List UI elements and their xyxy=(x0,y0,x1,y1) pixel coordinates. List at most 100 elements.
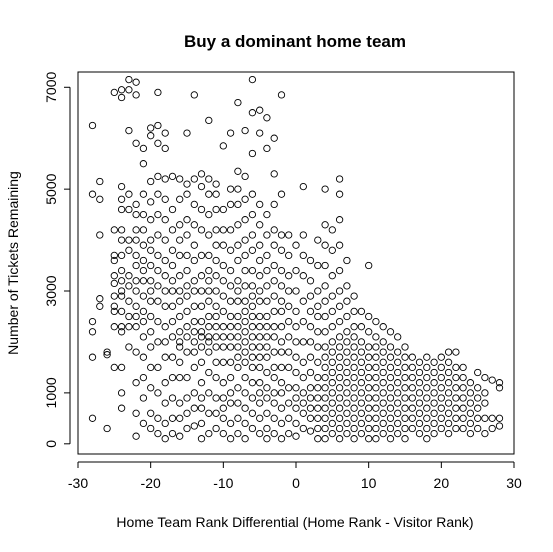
data-point xyxy=(219,358,227,366)
data-point xyxy=(132,139,140,147)
data-point xyxy=(321,297,329,305)
data-point xyxy=(277,323,286,331)
data-point xyxy=(328,307,336,316)
data-point xyxy=(335,302,344,310)
data-point xyxy=(212,287,220,295)
data-point xyxy=(357,323,366,331)
data-point xyxy=(219,241,227,249)
data-point xyxy=(117,226,126,234)
data-point xyxy=(401,353,409,361)
data-point xyxy=(459,373,467,382)
data-point xyxy=(139,317,148,326)
data-point xyxy=(256,429,264,438)
data-point xyxy=(110,292,118,300)
data-point xyxy=(197,394,206,402)
data-point xyxy=(103,351,111,359)
data-point xyxy=(386,424,395,433)
data-point xyxy=(154,363,162,372)
data-point xyxy=(234,277,242,285)
data-point xyxy=(408,414,416,422)
data-point xyxy=(88,190,97,198)
data-point xyxy=(154,172,162,181)
data-point xyxy=(205,429,213,438)
data-point xyxy=(314,302,322,310)
data-point xyxy=(154,338,162,346)
data-point xyxy=(190,389,198,397)
data-point xyxy=(183,129,191,137)
y-axis-label: Number of Tickets Remaining xyxy=(5,171,21,355)
data-point xyxy=(386,394,395,402)
data-point xyxy=(386,343,395,351)
data-point xyxy=(335,343,344,351)
data-point xyxy=(379,379,387,387)
data-point xyxy=(321,261,329,270)
data-point xyxy=(365,363,373,372)
data-point xyxy=(328,246,336,254)
data-point xyxy=(132,210,140,219)
data-point xyxy=(292,432,300,440)
data-point xyxy=(96,231,104,239)
data-point xyxy=(328,389,336,397)
data-point xyxy=(379,389,387,397)
data-point xyxy=(343,409,351,417)
data-point xyxy=(343,419,351,428)
data-point xyxy=(372,353,380,361)
data-point xyxy=(263,251,271,260)
data-point xyxy=(415,368,424,377)
data-point xyxy=(117,389,126,397)
data-point xyxy=(117,277,126,285)
data-point xyxy=(241,172,249,181)
data-point xyxy=(277,435,286,443)
data-point xyxy=(408,353,416,361)
data-point xyxy=(241,216,249,224)
data-point xyxy=(132,251,140,260)
data-point xyxy=(183,266,191,275)
data-point xyxy=(394,348,402,356)
data-point xyxy=(190,287,198,295)
data-point xyxy=(394,333,402,341)
data-point xyxy=(234,343,242,351)
data-point xyxy=(350,333,358,341)
data-point xyxy=(394,399,402,407)
data-point xyxy=(234,200,242,209)
data-point xyxy=(306,307,315,316)
data-point xyxy=(299,317,307,326)
data-point xyxy=(256,414,264,422)
data-point xyxy=(270,348,278,356)
data-point xyxy=(226,358,235,366)
data-point xyxy=(299,182,307,191)
data-point xyxy=(263,343,271,351)
data-point xyxy=(379,368,387,377)
data-point xyxy=(474,394,482,402)
data-point xyxy=(88,414,97,422)
data-point xyxy=(241,317,249,326)
data-point xyxy=(212,323,220,331)
data-point xyxy=(197,272,206,280)
data-point xyxy=(190,404,198,412)
data-point xyxy=(234,353,242,361)
data-point xyxy=(335,266,344,275)
data-point xyxy=(430,419,438,428)
data-point xyxy=(365,343,373,351)
data-point xyxy=(321,414,329,422)
data-point xyxy=(197,317,206,326)
data-point xyxy=(147,198,155,206)
data-point xyxy=(263,409,271,417)
data-point xyxy=(321,185,329,193)
data-point xyxy=(234,167,242,175)
data-point xyxy=(365,261,373,270)
data-point xyxy=(190,241,198,249)
data-point xyxy=(248,190,257,198)
data-point xyxy=(292,241,300,249)
data-point xyxy=(132,236,140,244)
data-point xyxy=(226,343,235,351)
data-point xyxy=(168,394,177,402)
data-point xyxy=(139,333,148,341)
x-axis-label: Home Team Rank Differential (Home Rank -… xyxy=(116,514,473,530)
data-point xyxy=(117,266,126,275)
data-point xyxy=(147,424,155,433)
data-point xyxy=(183,424,191,433)
data-point xyxy=(161,323,169,331)
data-point xyxy=(452,424,460,433)
data-point xyxy=(372,394,380,402)
